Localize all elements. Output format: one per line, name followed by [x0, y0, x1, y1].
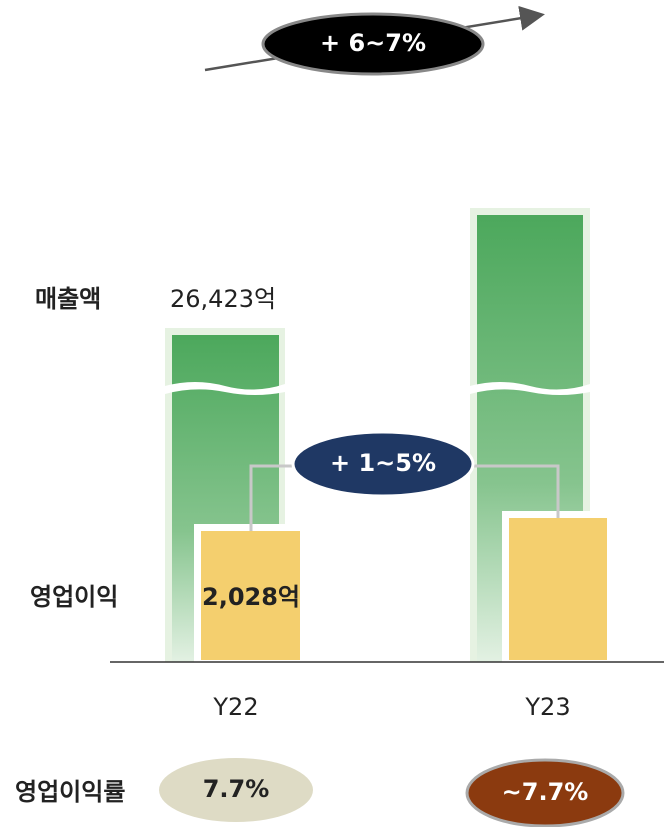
- margin-value: ~7.7%: [502, 778, 589, 806]
- value-label: 26,423억: [170, 285, 276, 313]
- year-label: Y22: [212, 693, 258, 721]
- margin-badge: [159, 758, 313, 822]
- bar-break: [165, 382, 285, 395]
- margin-value: 7.7%: [203, 775, 270, 803]
- row-label: 매출액: [35, 285, 101, 313]
- row-label: 영업이익률: [15, 778, 125, 806]
- year-label: Y23: [524, 693, 570, 721]
- growth-top: + 6~7%: [320, 29, 426, 57]
- profit-bar: [509, 518, 607, 660]
- row-label: 영업이익: [30, 583, 118, 611]
- growth-badge: [291, 430, 475, 498]
- growth-badge: [261, 12, 485, 76]
- profit-bar: [201, 531, 300, 660]
- margin-badge: [465, 758, 625, 827]
- growth-mid: + 1~5%: [330, 449, 436, 477]
- value-label: 2,028억: [202, 583, 300, 611]
- bar-break: [470, 382, 590, 395]
